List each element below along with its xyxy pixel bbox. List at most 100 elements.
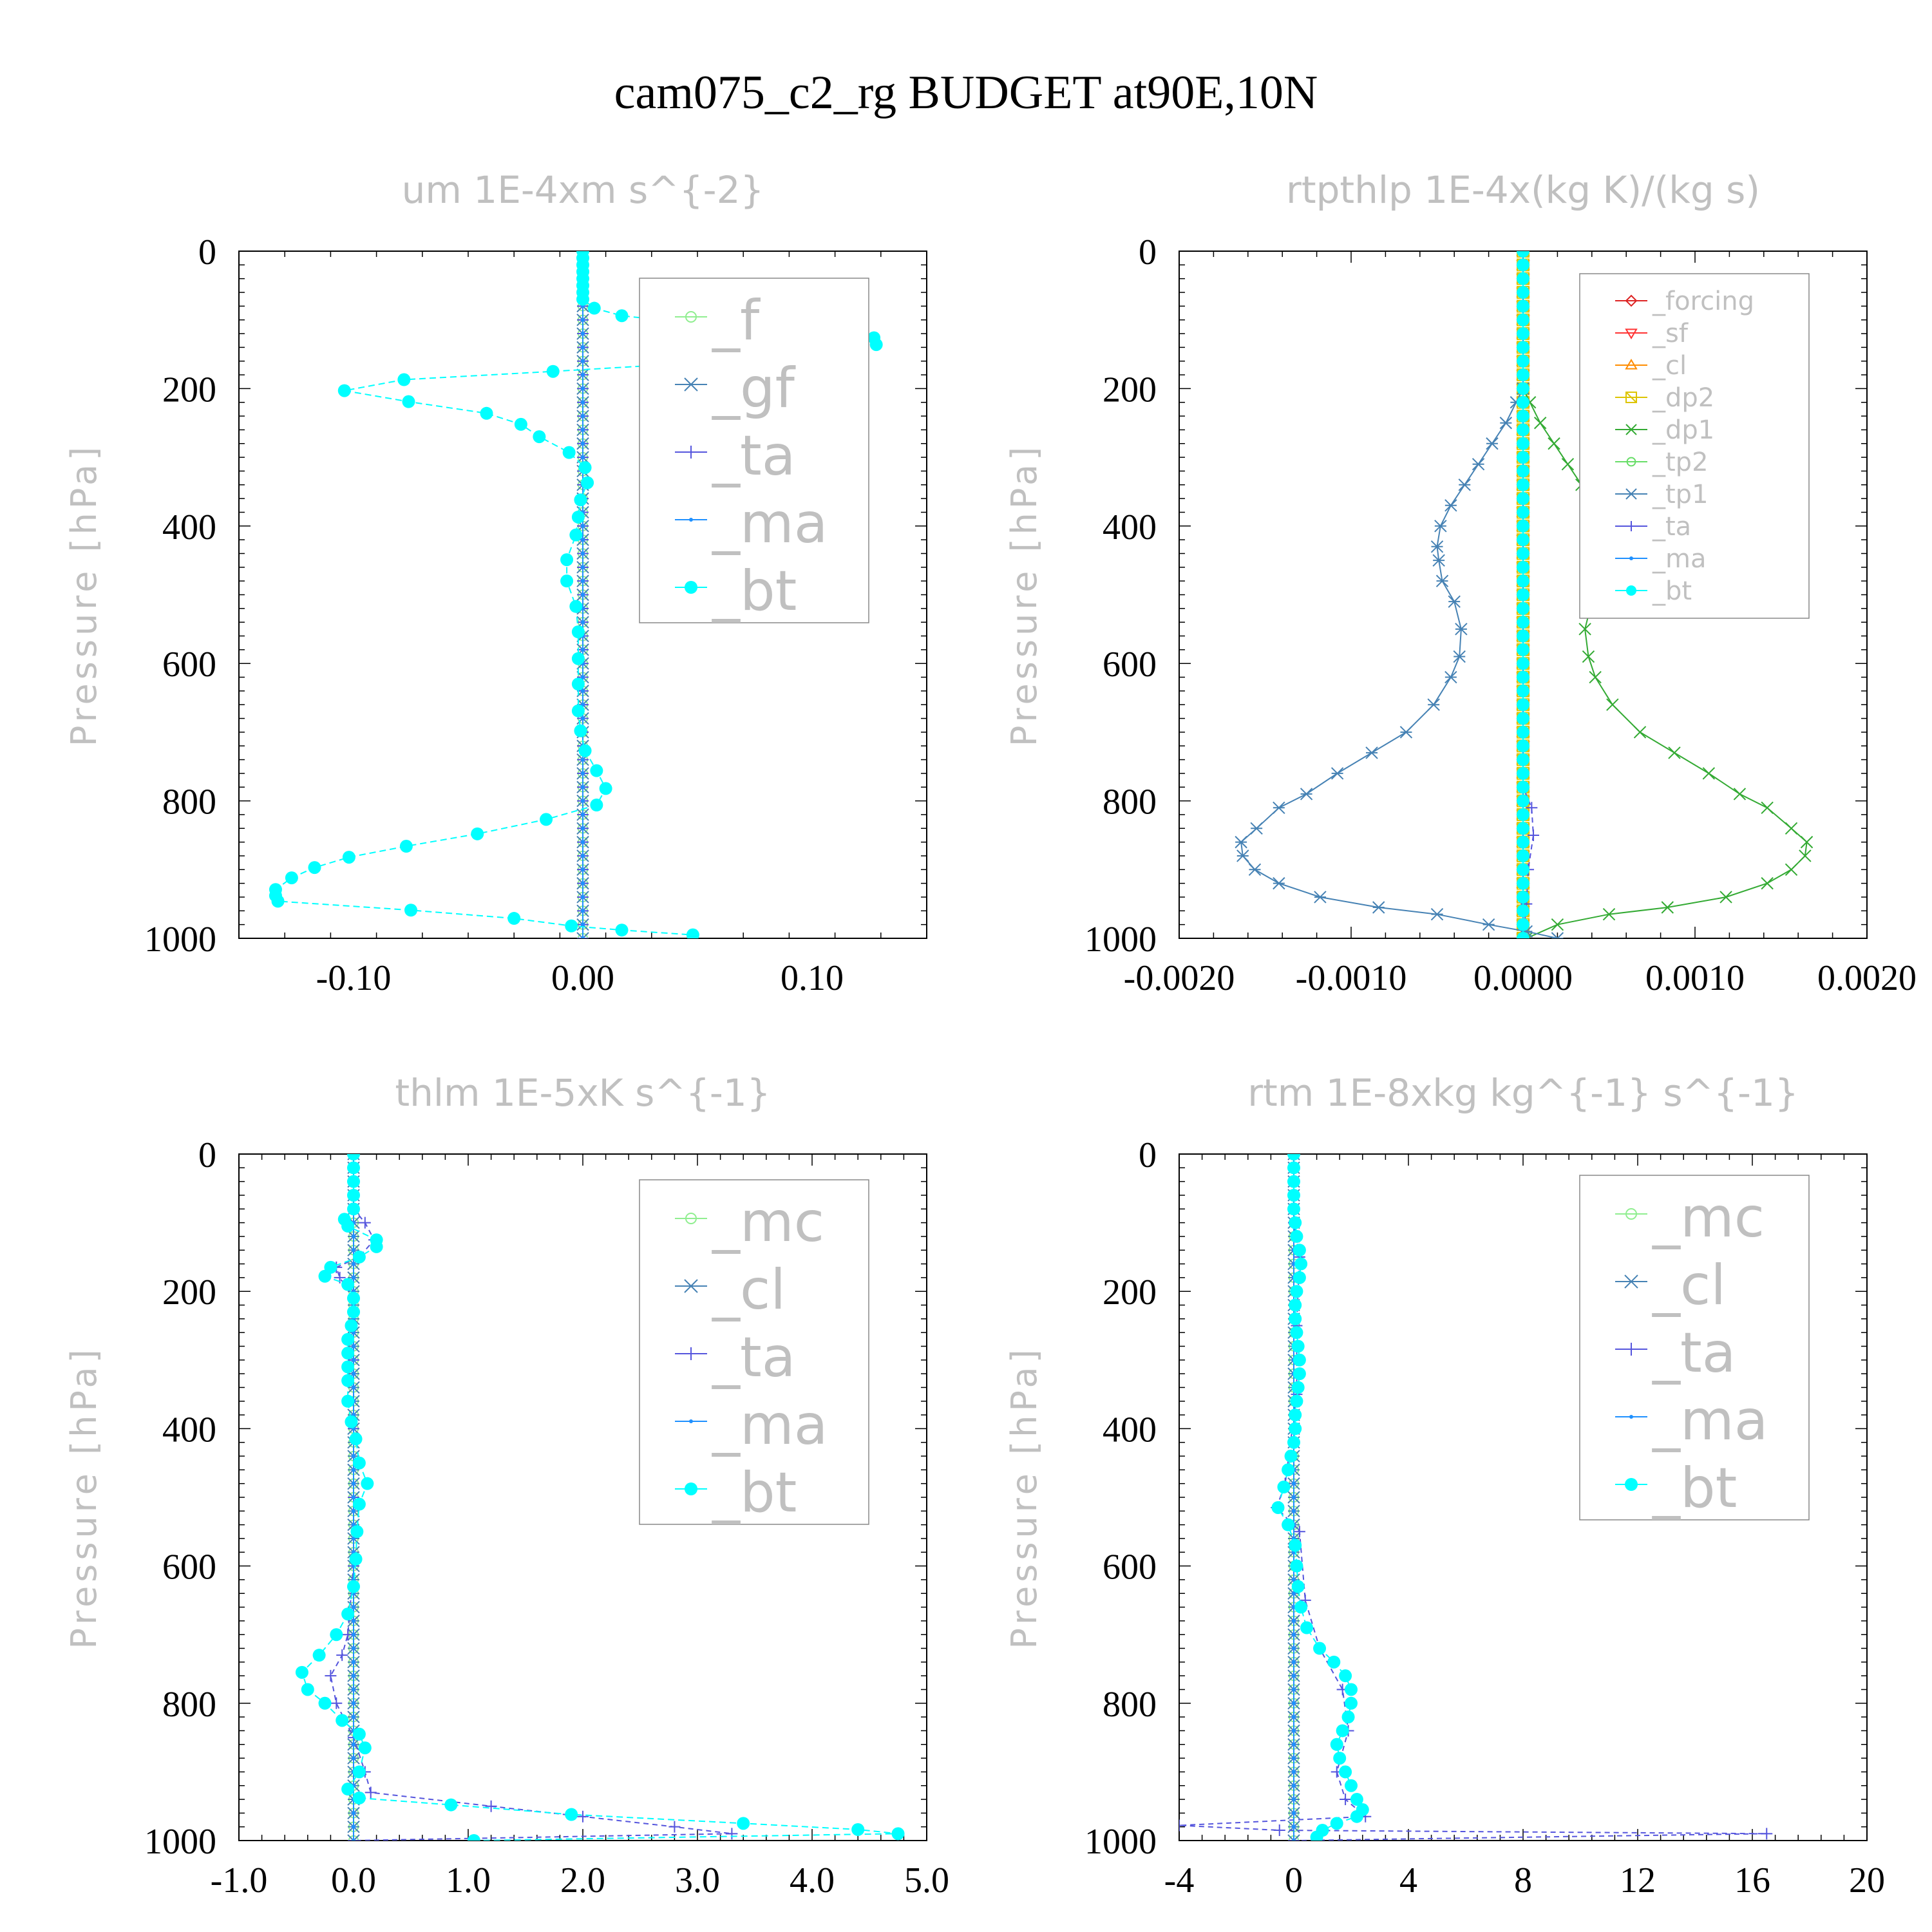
- marker_ma: [352, 1687, 355, 1692]
- marker_bt: [1517, 382, 1530, 395]
- legend-label: _dp2: [1652, 383, 1714, 413]
- marker_tp1: [1300, 788, 1313, 800]
- marker_bt: [1517, 574, 1530, 588]
- marker_bt: [1517, 725, 1530, 739]
- x-tick-label: 1.0: [446, 1861, 491, 1900]
- marker_bt: [565, 919, 578, 933]
- marker_bt: [1333, 1752, 1347, 1765]
- marker_tp1: [1430, 907, 1444, 921]
- marker_bt: [1282, 1518, 1295, 1531]
- y-tick-label: 600: [162, 645, 216, 685]
- marker_tp1: [1399, 726, 1413, 739]
- marker_bt: [1336, 1724, 1349, 1738]
- marker_ma: [352, 1839, 355, 1841]
- legend-marker_bt: [685, 581, 697, 594]
- marker_dp1: [1561, 458, 1575, 471]
- marker_tp1: [1235, 835, 1247, 849]
- marker_bt: [1517, 657, 1530, 670]
- marker_bt: [341, 1607, 355, 1621]
- marker_dp1: [1785, 822, 1798, 835]
- legend-marker_sf: [1625, 328, 1638, 339]
- marker_tp1: [1432, 554, 1445, 567]
- marker_bt: [1291, 1381, 1305, 1394]
- marker_ma: [352, 1701, 355, 1705]
- marker_ma: [581, 400, 585, 404]
- figure-title: cam075_c2_rg BUDGET at90E,10N: [614, 66, 1318, 119]
- legend-label: _sf: [1652, 319, 1689, 348]
- marker_bt: [1517, 932, 1530, 938]
- marker_dp1: [1668, 746, 1681, 759]
- legend-marker_cl: [1624, 1274, 1638, 1289]
- marker_bt: [1517, 698, 1530, 712]
- marker_tp1: [1273, 876, 1285, 890]
- marker_ma: [352, 1660, 355, 1664]
- marker_tp1: [1458, 478, 1471, 491]
- marker_ma: [1292, 1701, 1296, 1705]
- marker_ma: [1292, 1687, 1296, 1692]
- x-tick-label: 0.0010: [1645, 958, 1745, 998]
- marker_bt: [1517, 643, 1530, 656]
- marker_ta: [365, 1786, 377, 1799]
- marker_bt: [562, 446, 576, 459]
- marker_bt: [869, 338, 883, 352]
- marker_bt: [1290, 1229, 1303, 1243]
- marker_dp1: [1702, 767, 1716, 780]
- panel-1: um 1E-4xm s^{-2} Pressure [hPa] 0 200 400 600…: [64, 168, 927, 998]
- marker_bt: [1345, 1779, 1358, 1792]
- marker_ma: [1292, 1495, 1296, 1499]
- marker_ma: [581, 455, 585, 460]
- panel-3: thlm 1E-5xK s^{-1} Pressure [hPa] 0 200 400 6…: [64, 1071, 949, 1900]
- marker_bt: [347, 1580, 360, 1593]
- legend-label: _ta: [1652, 1321, 1736, 1385]
- marker_ma: [581, 812, 585, 817]
- marker_tp1: [1482, 918, 1495, 931]
- marker_bt: [1517, 423, 1530, 437]
- legend-label: _ma: [1652, 1388, 1768, 1453]
- marker_bt: [1289, 1216, 1302, 1229]
- y-tick-label: 800: [162, 782, 216, 822]
- marker_bt: [271, 895, 285, 908]
- marker_bt: [1517, 286, 1530, 299]
- marker_bt: [1330, 1738, 1343, 1751]
- marker_bt: [341, 1347, 355, 1360]
- marker_bt: [1287, 1188, 1300, 1202]
- marker_bt: [1517, 794, 1530, 808]
- marker_bt: [1287, 1202, 1300, 1216]
- legend-label: _f: [712, 289, 761, 353]
- marker_bt: [1517, 766, 1530, 780]
- marker_ta: [668, 1821, 681, 1833]
- marker_dp1: [1761, 876, 1774, 890]
- marker_bt: [1517, 822, 1530, 835]
- marker_tp1: [1427, 698, 1440, 711]
- marker_bt: [318, 1696, 332, 1710]
- marker_bt: [1287, 1161, 1300, 1175]
- marker_ma: [1292, 1618, 1296, 1623]
- y-tick-label: 400: [1103, 507, 1157, 547]
- marker_ma: [581, 716, 585, 721]
- marker_bt: [565, 1808, 578, 1821]
- marker_ma: [581, 688, 585, 693]
- marker_bt: [1517, 670, 1530, 684]
- marker_bt: [1339, 1765, 1352, 1779]
- marker_bt: [1327, 1655, 1341, 1669]
- legend: _forcing _sf _cl_dp2_dp1 _tp2 _tp1 _ta_ma_bt: [1579, 273, 1810, 619]
- marker_tp1: [1434, 520, 1447, 533]
- panel-title: rtpthlp 1E-4x(kg K)/(kg s): [1286, 168, 1760, 212]
- y-tick-label: 0: [198, 232, 216, 272]
- legend-marker_ma: [689, 1419, 693, 1423]
- legend-marker_mc: [1625, 1208, 1637, 1220]
- marker_bt: [301, 1683, 314, 1696]
- marker_bt: [571, 510, 585, 524]
- legend-marker_ma: [689, 518, 693, 522]
- legend-marker_ma: [1629, 556, 1633, 560]
- marker_bt: [1293, 1244, 1306, 1257]
- marker_ta: [1179, 1819, 1185, 1832]
- marker_ma: [581, 428, 585, 432]
- marker_bt: [370, 1240, 383, 1253]
- marker_ma: [1292, 1509, 1296, 1513]
- marker_bt: [571, 704, 585, 717]
- marker_bt: [342, 851, 355, 864]
- panel-title: um 1E-4xm s^{-2}: [402, 168, 764, 212]
- marker_tp1: [1273, 801, 1285, 814]
- marker_bt: [1517, 588, 1530, 601]
